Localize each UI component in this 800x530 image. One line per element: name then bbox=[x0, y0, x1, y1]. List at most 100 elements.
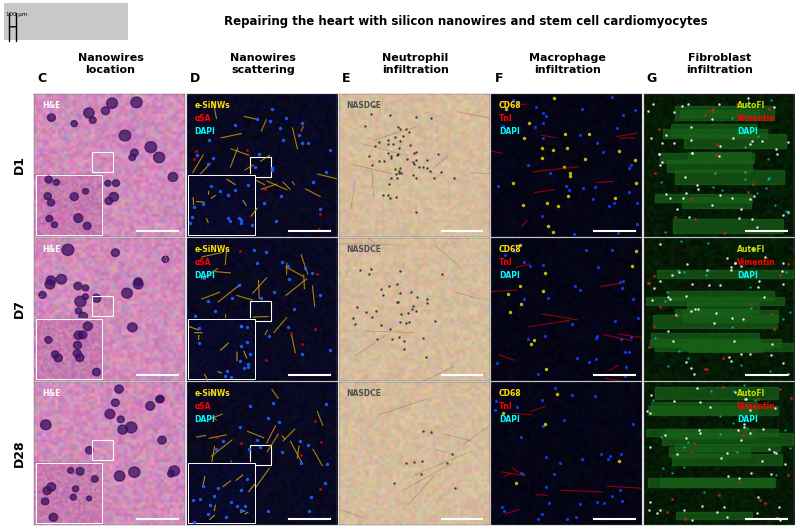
Text: 100 μm: 100 μm bbox=[6, 12, 28, 17]
Bar bbox=[646, 429, 778, 436]
Text: Repairing the heart with silicon nanowires and stem cell cardiomyocytes: Repairing the heart with silicon nanowir… bbox=[224, 15, 708, 28]
Circle shape bbox=[119, 130, 130, 141]
Bar bbox=[92, 296, 113, 316]
Bar bbox=[655, 343, 794, 351]
Text: H&E: H&E bbox=[42, 389, 60, 398]
Bar bbox=[92, 440, 113, 461]
Circle shape bbox=[131, 97, 142, 108]
Circle shape bbox=[51, 222, 58, 228]
Circle shape bbox=[62, 244, 74, 255]
Text: DAPI: DAPI bbox=[737, 271, 758, 280]
Circle shape bbox=[82, 188, 89, 194]
Bar bbox=[250, 445, 271, 465]
Bar bbox=[671, 454, 782, 465]
Text: CD68: CD68 bbox=[499, 389, 522, 398]
Circle shape bbox=[71, 121, 78, 127]
Text: TnI: TnI bbox=[499, 402, 513, 411]
Circle shape bbox=[57, 275, 66, 284]
Circle shape bbox=[129, 154, 136, 161]
Circle shape bbox=[46, 276, 56, 285]
Circle shape bbox=[44, 193, 51, 200]
Text: E: E bbox=[342, 72, 350, 85]
Circle shape bbox=[130, 149, 138, 156]
Bar bbox=[655, 195, 752, 202]
Circle shape bbox=[77, 180, 85, 188]
Circle shape bbox=[82, 294, 88, 299]
Bar bbox=[655, 387, 778, 399]
Bar bbox=[688, 152, 751, 159]
Text: DAPI: DAPI bbox=[194, 414, 215, 423]
Text: αSA: αSA bbox=[194, 402, 210, 411]
Circle shape bbox=[73, 486, 78, 492]
Circle shape bbox=[84, 108, 94, 118]
Text: G: G bbox=[646, 72, 657, 85]
Text: DAPI: DAPI bbox=[737, 414, 758, 423]
Circle shape bbox=[78, 331, 87, 339]
Circle shape bbox=[102, 107, 110, 114]
Bar bbox=[682, 343, 771, 349]
Text: Macrophage
infiltration: Macrophage infiltration bbox=[529, 53, 606, 75]
Circle shape bbox=[76, 354, 84, 361]
Circle shape bbox=[128, 323, 137, 332]
Circle shape bbox=[118, 425, 127, 434]
Circle shape bbox=[162, 256, 169, 262]
Bar bbox=[682, 197, 750, 208]
Circle shape bbox=[118, 416, 124, 423]
Circle shape bbox=[79, 312, 87, 321]
Text: H&E: H&E bbox=[42, 101, 60, 110]
Bar bbox=[673, 219, 783, 233]
Bar bbox=[648, 478, 774, 488]
Bar bbox=[674, 309, 750, 315]
Text: Neutrophil
infiltration: Neutrophil infiltration bbox=[382, 53, 449, 75]
Bar bbox=[648, 406, 778, 416]
Circle shape bbox=[47, 199, 54, 206]
Bar bbox=[250, 301, 271, 321]
Text: Vimentin: Vimentin bbox=[737, 114, 776, 123]
Text: DAPI: DAPI bbox=[499, 271, 520, 280]
Circle shape bbox=[49, 513, 58, 522]
Bar bbox=[36, 319, 102, 379]
Circle shape bbox=[86, 447, 93, 454]
Text: e-SiNWs: e-SiNWs bbox=[194, 389, 230, 398]
Bar bbox=[36, 463, 102, 523]
Circle shape bbox=[114, 385, 123, 393]
Bar bbox=[92, 153, 113, 172]
Bar bbox=[188, 319, 254, 379]
Circle shape bbox=[169, 466, 180, 476]
Circle shape bbox=[70, 494, 77, 500]
Bar bbox=[680, 110, 758, 117]
Text: AutoFl: AutoFl bbox=[737, 101, 766, 110]
Circle shape bbox=[114, 471, 125, 481]
Circle shape bbox=[92, 294, 101, 302]
Bar bbox=[674, 105, 774, 120]
Circle shape bbox=[74, 350, 82, 357]
Circle shape bbox=[168, 471, 174, 477]
Circle shape bbox=[47, 483, 56, 491]
Circle shape bbox=[75, 296, 86, 307]
Circle shape bbox=[60, 476, 71, 487]
Circle shape bbox=[91, 476, 98, 482]
Text: Nanowires
scattering: Nanowires scattering bbox=[230, 53, 296, 75]
Circle shape bbox=[74, 282, 82, 290]
Bar bbox=[675, 444, 780, 451]
Circle shape bbox=[134, 279, 143, 289]
Circle shape bbox=[74, 331, 83, 339]
Bar bbox=[688, 341, 762, 352]
Text: D1: D1 bbox=[13, 155, 26, 174]
Text: NASDCE: NASDCE bbox=[346, 101, 382, 110]
Bar bbox=[669, 447, 750, 457]
Bar bbox=[654, 315, 777, 328]
Circle shape bbox=[75, 308, 82, 314]
Circle shape bbox=[39, 292, 46, 298]
Circle shape bbox=[45, 337, 52, 343]
Circle shape bbox=[146, 402, 154, 410]
Circle shape bbox=[82, 285, 89, 291]
Bar bbox=[666, 429, 754, 438]
Text: D7: D7 bbox=[13, 299, 26, 318]
Text: D28: D28 bbox=[13, 439, 26, 466]
Text: NASDCE: NASDCE bbox=[346, 245, 382, 254]
Circle shape bbox=[111, 249, 119, 257]
Bar bbox=[676, 512, 752, 519]
Circle shape bbox=[154, 152, 165, 163]
Bar bbox=[684, 134, 786, 147]
